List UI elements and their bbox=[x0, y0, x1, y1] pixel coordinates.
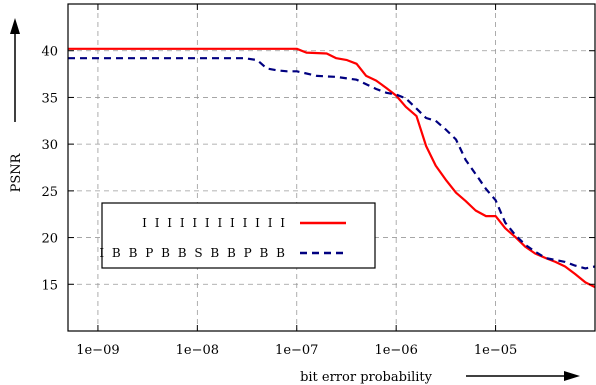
x-tick-label: 1e−09 bbox=[76, 343, 119, 358]
y-axis-arrow-head bbox=[10, 18, 20, 34]
y-axis-label: PSNR bbox=[9, 152, 24, 192]
x-tick-label: 1e−05 bbox=[474, 343, 517, 358]
x-tick-label: 1e−08 bbox=[176, 343, 219, 358]
legend-label-series-1: I B B P B B S B B P B B bbox=[99, 246, 287, 260]
series-line-1 bbox=[68, 57, 596, 270]
x-tick-label: 1e−06 bbox=[374, 343, 417, 358]
x-axis-label: bit error probability bbox=[300, 370, 433, 385]
legend: I I I I I I I I I I I I I B B P B B S B … bbox=[99, 202, 376, 269]
y-tick-label: 40 bbox=[41, 45, 58, 60]
y-tick-label: 35 bbox=[41, 91, 58, 106]
y-tick-label: 30 bbox=[41, 138, 58, 153]
x-axis-arrow-head bbox=[564, 371, 580, 381]
tick-group: 1e−09 1e−08 1e−07 1e−06 1e−05 15 20 25 30 35 40 bbox=[41, 4, 595, 358]
legend-box bbox=[101, 202, 376, 269]
legend-label-series-0: I I I I I I I I I I I I bbox=[142, 216, 287, 230]
plot-frame bbox=[67, 3, 596, 332]
y-tick-label: 20 bbox=[41, 232, 58, 247]
x-tick-label: 1e−07 bbox=[275, 343, 318, 358]
y-tick-label: 25 bbox=[41, 185, 58, 200]
series-group bbox=[68, 47, 596, 289]
y-axis-label-group: PSNR bbox=[9, 18, 24, 192]
y-tick-label: 15 bbox=[41, 278, 58, 293]
x-axis-label-group: bit error probability bbox=[300, 370, 580, 385]
